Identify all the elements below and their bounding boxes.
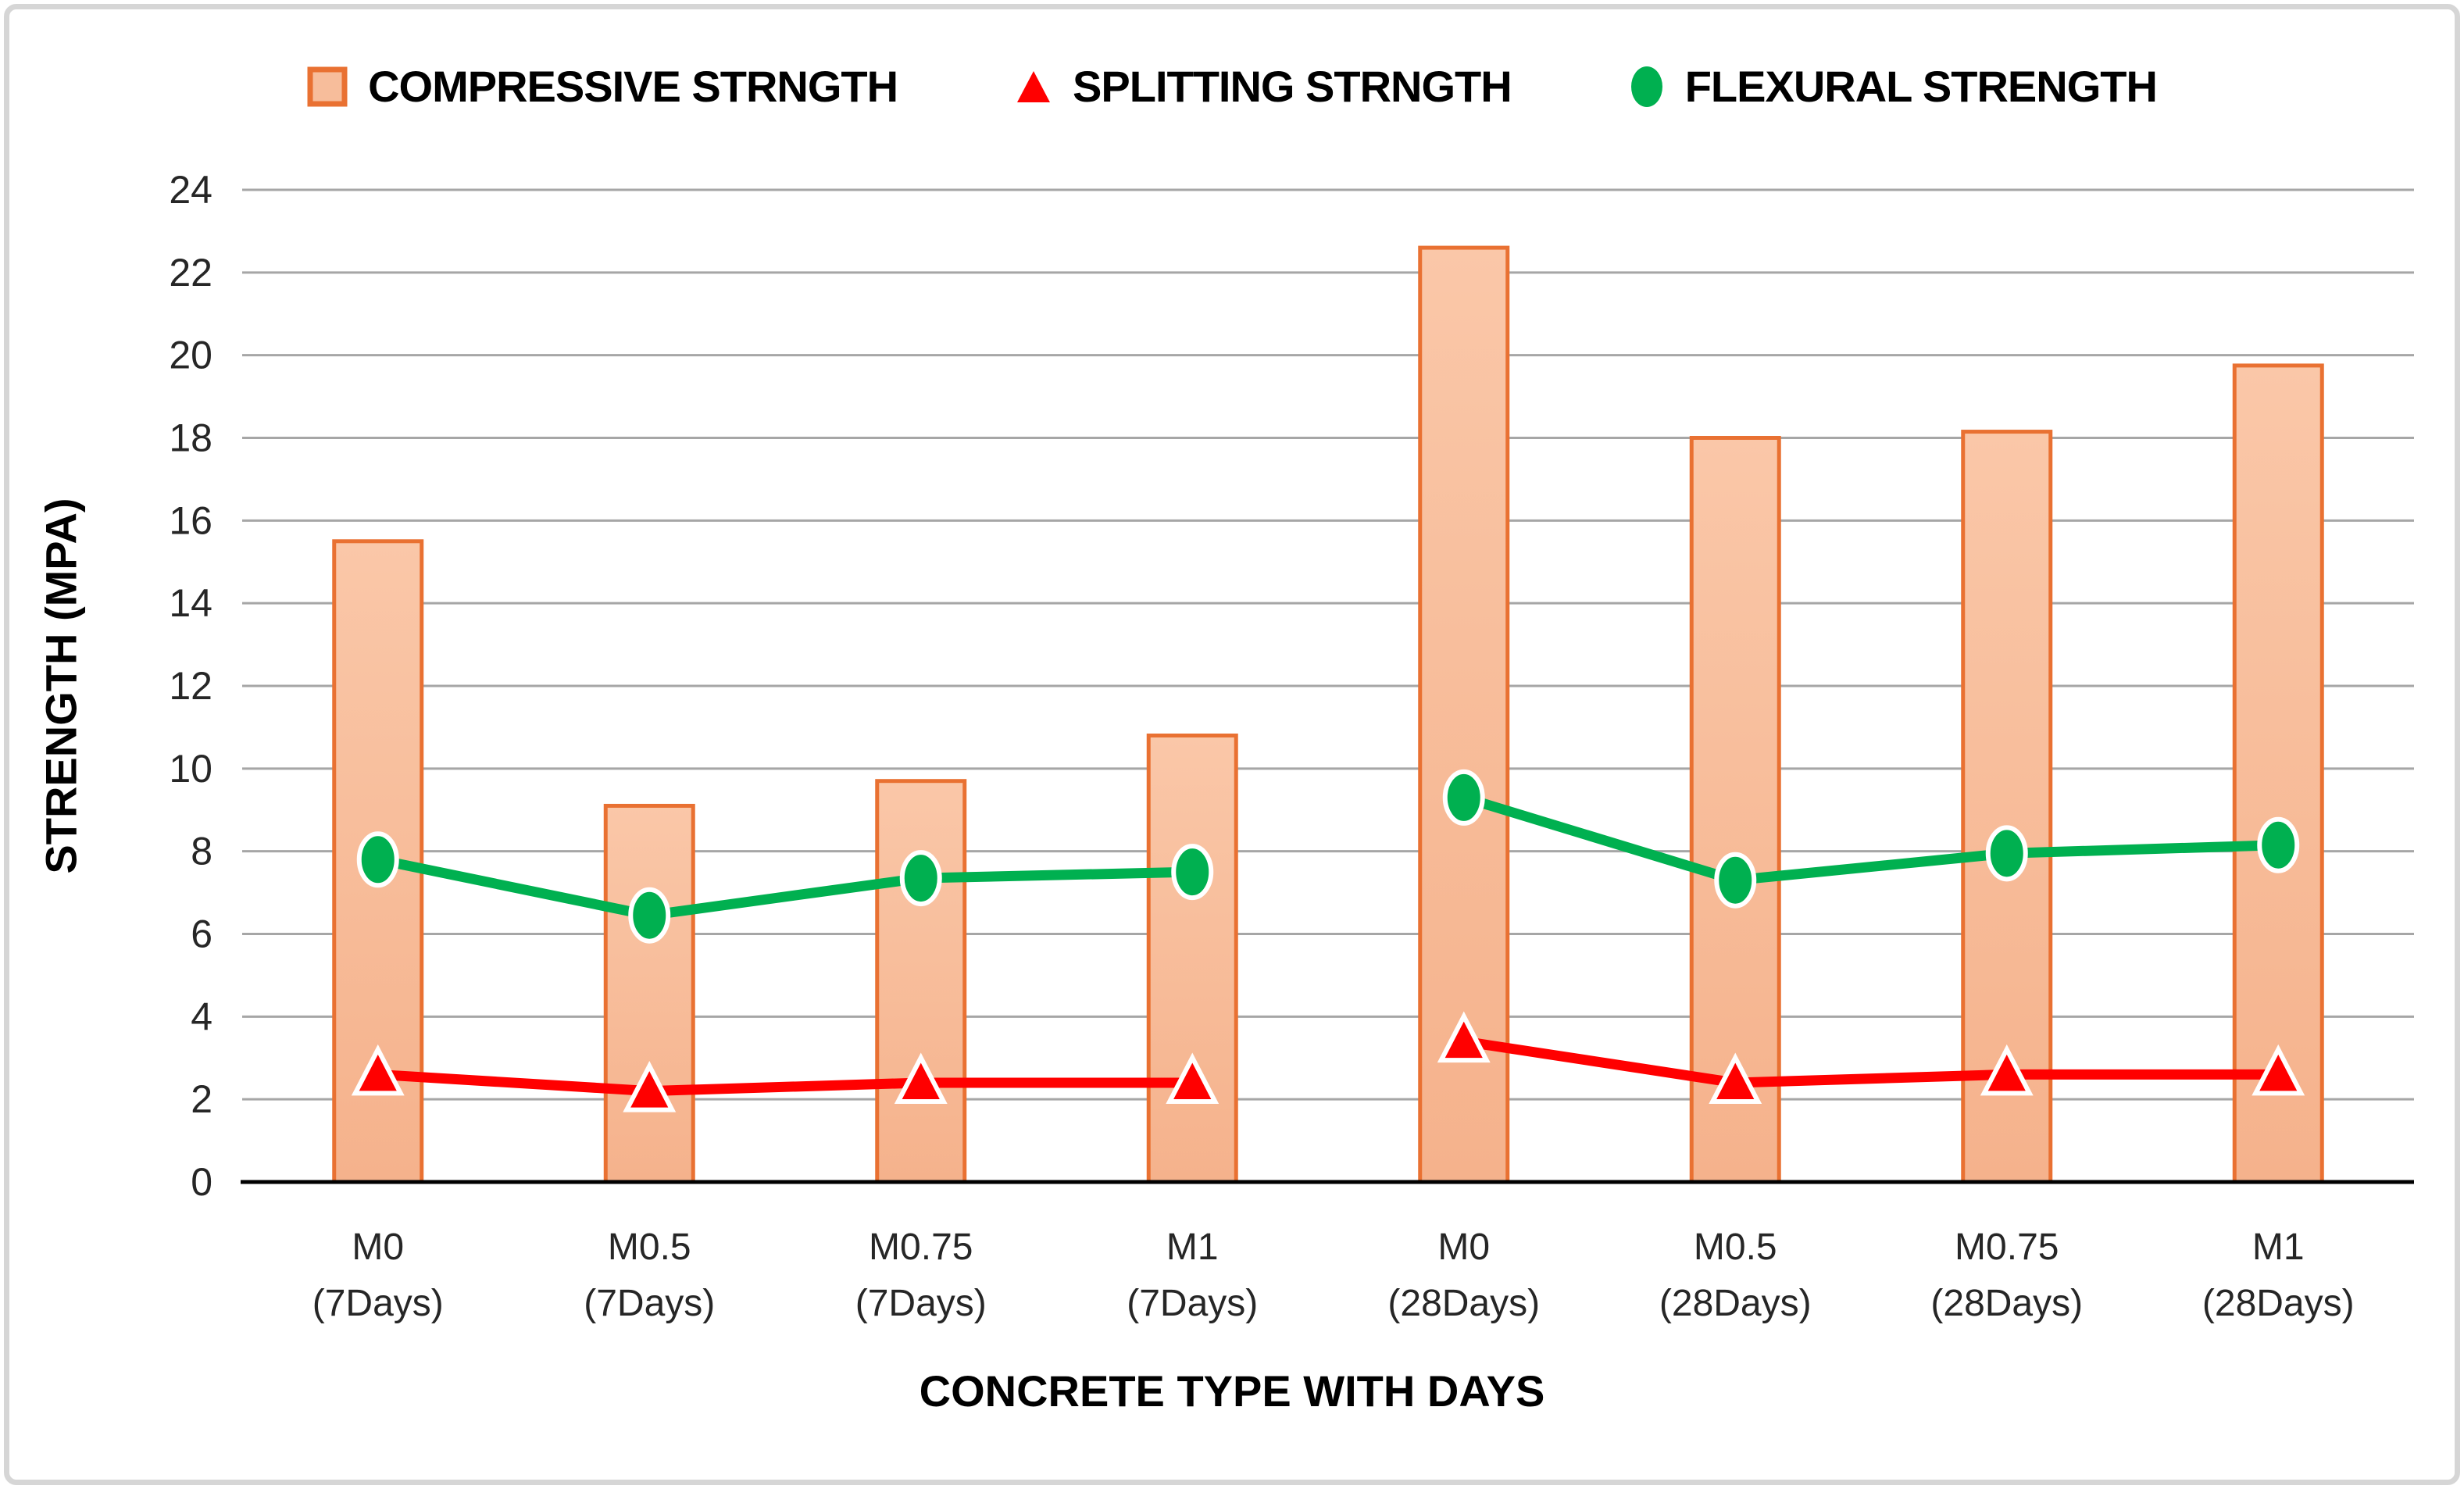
compressive-bar xyxy=(1146,734,1238,1184)
flexural-marker xyxy=(1442,769,1485,826)
y-tick-label: 10 xyxy=(169,747,212,791)
flexural-marker xyxy=(356,831,399,888)
x-category-label: M0.5 (7Days) xyxy=(584,1227,715,1324)
x-category-label: M0 (28Days) xyxy=(1387,1227,1540,1324)
legend: COMPRESSIVE STRNGTH SPLITTING STRNGTH FL… xyxy=(0,61,2464,112)
x-category-label: M1 (7Days) xyxy=(1127,1227,1258,1324)
y-tick-label: 20 xyxy=(169,334,212,377)
flexural-marker xyxy=(628,887,671,944)
y-tick-label: 16 xyxy=(169,498,212,542)
flexural-line xyxy=(1459,792,2284,886)
splitting-marker xyxy=(351,1044,405,1096)
flexural-circle-icon xyxy=(1630,66,1662,107)
splitting-marker xyxy=(894,1052,948,1104)
y-tick-label: 14 xyxy=(169,581,212,625)
splitting-marker xyxy=(1437,1011,1491,1063)
x-category-label: M0.75 (28Days) xyxy=(1930,1227,2083,1324)
legend-label-splitting: SPLITTING STRNGTH xyxy=(1073,62,1512,111)
compressive-square-icon xyxy=(307,66,348,106)
flexural-marker xyxy=(1714,852,1757,909)
x-axis-title: CONCRETE TYPE WITH DAYS xyxy=(919,1366,1545,1416)
markers-layer xyxy=(351,769,2305,1112)
compressive-bar xyxy=(875,779,967,1184)
splitting-line xyxy=(373,1069,1198,1097)
y-tick-label: 2 xyxy=(191,1077,212,1121)
flexural-marker xyxy=(899,850,942,907)
splitting-marker xyxy=(2252,1044,2305,1096)
x-category-label: M0.5 (28Days) xyxy=(1659,1227,1812,1324)
legend-item-compressive: COMPRESSIVE STRNGTH xyxy=(307,61,898,112)
splitting-marker xyxy=(1709,1052,1762,1104)
y-tick-label: 18 xyxy=(169,416,212,460)
x-category-label: M0 (7Days) xyxy=(312,1227,444,1324)
flexural-line xyxy=(373,854,1198,921)
splitting-marker xyxy=(1980,1044,2034,1096)
x-category-label: M0.75 (7Days) xyxy=(855,1227,987,1324)
splitting-line xyxy=(1459,1036,2284,1088)
splitting-marker xyxy=(1166,1052,1220,1104)
flexural-marker xyxy=(1985,825,2028,882)
legend-item-splitting: SPLITTING STRNGTH xyxy=(1015,61,1512,112)
compressive-bar xyxy=(603,803,695,1184)
y-tick-label: 24 xyxy=(169,168,212,212)
gridlines-layer xyxy=(242,188,2414,1101)
y-tick-label: 22 xyxy=(169,251,212,295)
bars-layer xyxy=(332,245,2324,1184)
y-tick-label: 12 xyxy=(169,664,212,708)
splitting-triangle-icon xyxy=(1017,70,1051,102)
legend-item-flexural: FLEXURAL STRENGTH xyxy=(1629,61,2158,112)
y-tick-label: 8 xyxy=(191,830,212,873)
legend-label-compressive: COMPRESSIVE STRNGTH xyxy=(368,62,898,111)
y-tick-label: 4 xyxy=(191,994,212,1038)
line-series-layer xyxy=(373,792,2284,1097)
x-category-labels-layer: M0 (7Days) M0.5 (7Days) M0.75 (7Days) M1 (7Days… xyxy=(312,1227,2355,1324)
flexural-marker xyxy=(1171,844,1214,901)
x-category-label: M1 (28Days) xyxy=(2202,1227,2355,1324)
splitting-marker xyxy=(623,1061,677,1112)
y-axis-title: STRENGTH (MPA) xyxy=(36,498,86,874)
flexural-marker xyxy=(2257,816,2300,873)
y-tick-label: 0 xyxy=(191,1160,212,1204)
legend-label-flexural: FLEXURAL STRENGTH xyxy=(1684,62,2158,111)
y-tick-label: 6 xyxy=(191,912,212,956)
